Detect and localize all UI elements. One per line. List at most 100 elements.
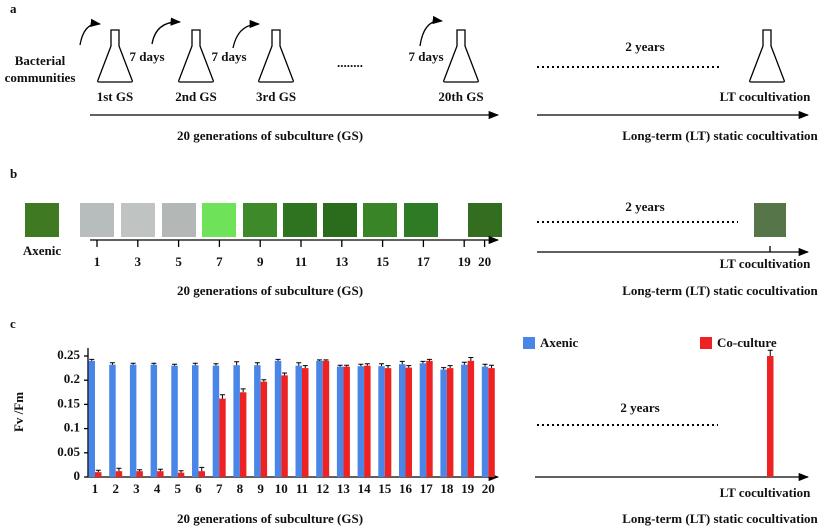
bar bbox=[177, 472, 185, 477]
bar bbox=[274, 360, 282, 477]
bar bbox=[384, 368, 392, 477]
y-tick-label: 0.1 bbox=[64, 420, 80, 435]
bar bbox=[171, 365, 178, 477]
bar bbox=[440, 369, 447, 477]
caption: Long-term (LT) static cocultivation bbox=[622, 283, 818, 298]
bar bbox=[115, 471, 123, 477]
error-bar bbox=[282, 372, 288, 376]
error-bar bbox=[296, 362, 302, 366]
tick-label: 11 bbox=[295, 254, 307, 269]
caption: Long-term (LT) static cocultivation bbox=[622, 128, 818, 143]
bar bbox=[109, 364, 116, 477]
flask-label: LT cocultivation bbox=[720, 89, 811, 104]
error-bar bbox=[337, 364, 343, 367]
x-tick-label: 20 bbox=[482, 481, 495, 496]
bar bbox=[219, 398, 226, 477]
error-bar bbox=[399, 360, 405, 365]
error-bar bbox=[323, 359, 329, 361]
error-bar bbox=[344, 364, 350, 367]
tick-label: 17 bbox=[417, 254, 431, 269]
bar bbox=[295, 365, 302, 477]
bar bbox=[336, 366, 344, 477]
error-bar bbox=[157, 468, 163, 472]
x-tick-label: 3 bbox=[133, 481, 140, 496]
bar bbox=[481, 366, 489, 477]
bar bbox=[378, 366, 385, 477]
tick-label: 7 bbox=[216, 254, 223, 269]
gap-label: 2 years bbox=[625, 199, 664, 214]
error-bar bbox=[316, 359, 322, 361]
x-tick-label: 12 bbox=[316, 481, 329, 496]
bar bbox=[461, 364, 468, 477]
error-bar bbox=[482, 363, 488, 367]
error-bar bbox=[130, 362, 136, 365]
bar bbox=[426, 360, 433, 477]
gap-label: 2 years bbox=[625, 39, 664, 54]
flask-label: 1st GS bbox=[97, 89, 133, 104]
y-axis-label: Fv /Fm bbox=[11, 392, 26, 432]
bar bbox=[260, 381, 268, 477]
error-bar bbox=[426, 358, 432, 361]
error-bar bbox=[240, 388, 246, 393]
x-tick-label: 15 bbox=[378, 481, 392, 496]
axenic-label: Axenic bbox=[23, 243, 62, 258]
x-tick-label: 17 bbox=[420, 481, 434, 496]
bar bbox=[343, 366, 350, 477]
error-bar bbox=[89, 358, 95, 361]
culture-photos bbox=[25, 203, 786, 237]
error-bar bbox=[199, 466, 205, 472]
bar bbox=[467, 360, 475, 477]
flask-label: 3rd GS bbox=[256, 89, 296, 104]
y-tick-label: 0 bbox=[74, 468, 81, 483]
error-bar bbox=[192, 362, 198, 366]
bar bbox=[192, 365, 199, 477]
error-bar bbox=[489, 364, 495, 369]
curved-arrows bbox=[79, 15, 444, 49]
error-bar bbox=[254, 362, 260, 366]
error-bar bbox=[379, 363, 385, 367]
y-tick-label: 0.05 bbox=[57, 444, 80, 459]
bar bbox=[419, 363, 427, 477]
bar bbox=[157, 471, 164, 477]
bar bbox=[316, 360, 323, 477]
error-bar bbox=[302, 365, 308, 369]
error-bar bbox=[275, 358, 281, 361]
x-axis-label: Long-term (LT) static cocultivation bbox=[622, 511, 818, 526]
x-tick-label: 10 bbox=[275, 481, 288, 496]
x-tick-label: 13 bbox=[337, 481, 351, 496]
bar bbox=[88, 360, 95, 477]
x-tick-label: 1 bbox=[92, 481, 99, 496]
interval-label: 7 days bbox=[211, 49, 246, 64]
error-bar bbox=[358, 363, 364, 367]
tick-label: 19 bbox=[458, 254, 472, 269]
tick-label: 1 bbox=[94, 254, 101, 269]
caption: 20 generations of subculture (GS) bbox=[177, 128, 363, 143]
error-bar bbox=[213, 363, 219, 366]
error-bar bbox=[137, 469, 143, 472]
error-bar bbox=[178, 470, 184, 473]
x-tick-label: 14 bbox=[358, 481, 372, 496]
error-bar bbox=[261, 379, 267, 382]
bar bbox=[364, 365, 371, 477]
error-bar bbox=[385, 365, 391, 369]
error-bar bbox=[447, 365, 453, 369]
tick-label: 13 bbox=[335, 254, 349, 269]
x-tick-label: 16 bbox=[399, 481, 413, 496]
error-bar bbox=[406, 365, 412, 368]
source-label: communities bbox=[5, 70, 76, 85]
legend-swatch bbox=[700, 337, 712, 349]
x-tick-label: 8 bbox=[237, 481, 244, 496]
legend-swatch bbox=[523, 337, 535, 349]
panel-label: c bbox=[10, 316, 16, 331]
bar bbox=[136, 471, 143, 477]
x-tick-label: 6 bbox=[195, 481, 202, 496]
error-bar bbox=[767, 349, 773, 356]
bar bbox=[322, 360, 330, 477]
bar bbox=[239, 392, 247, 477]
bar bbox=[95, 472, 102, 477]
error-bar bbox=[219, 394, 225, 399]
flask-label: 2nd GS bbox=[175, 89, 217, 104]
error-bar bbox=[109, 362, 115, 365]
bar bbox=[212, 365, 220, 477]
